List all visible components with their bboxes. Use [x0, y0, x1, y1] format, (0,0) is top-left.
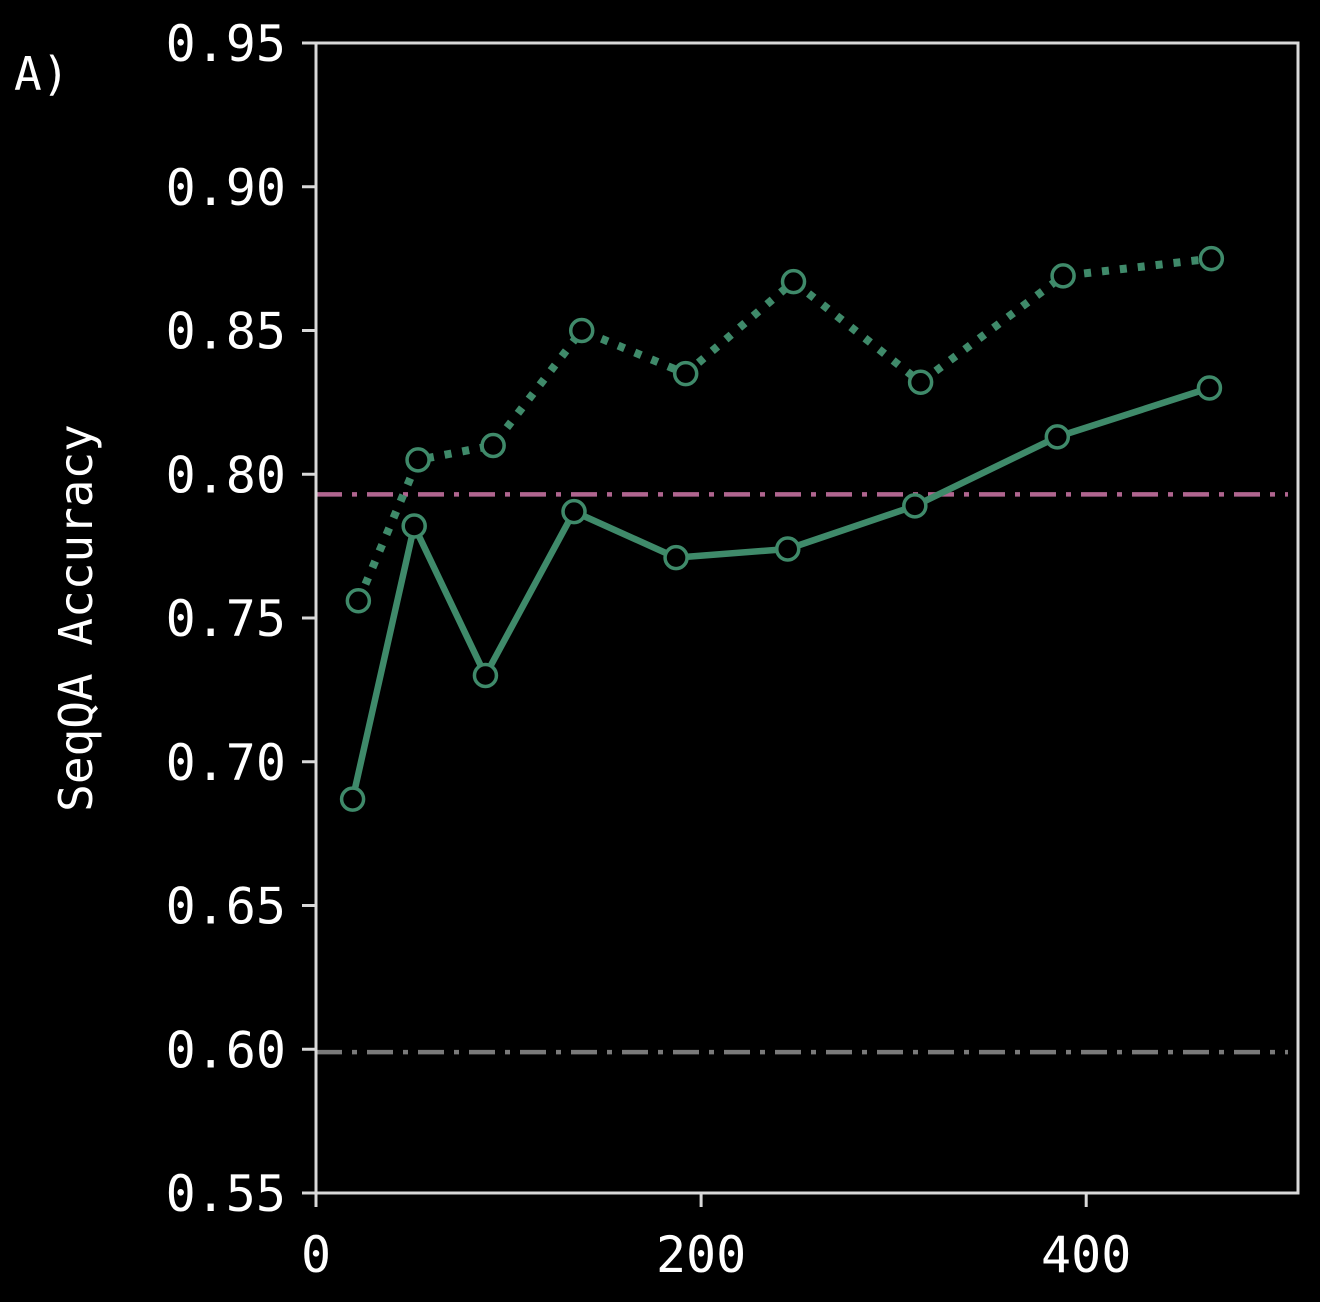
x-axis-ticks: 0 200 400: [301, 1193, 1131, 1284]
series-layer: [339, 245, 1225, 812]
series-2-point: [568, 317, 595, 344]
series-2-point: [780, 268, 807, 295]
series-1-point: [401, 513, 427, 539]
y-tick-label: 0.90: [166, 159, 286, 217]
series-2-point: [672, 360, 699, 387]
series-1-point: [339, 786, 366, 812]
x-tick-label: 200: [656, 1226, 746, 1284]
x-tick-label: 400: [1041, 1226, 1131, 1284]
series-1-point: [472, 662, 499, 689]
series-2-point: [480, 432, 506, 459]
series-1-point: [774, 536, 801, 562]
plot-frame: [314, 41, 1300, 1195]
y-tick-label: 0.75: [166, 590, 286, 648]
series-1-point: [1196, 375, 1223, 401]
series-2-point: [345, 588, 372, 614]
y-axis-ticks: 0.55 0.60 0.65 0.70 0.75 0.80 0.85 0.90 0.95: [166, 15, 316, 1223]
y-tick-label: 0.85: [166, 303, 286, 361]
reference-lines: [316, 492, 1288, 1055]
y-tick-label: 0.80: [166, 446, 286, 504]
y-axis-label: SeqQA Accuracy: [49, 424, 103, 812]
x-tick-label: 0: [301, 1226, 331, 1284]
y-tick-label: 0.55: [166, 1165, 286, 1223]
series-1-point: [561, 498, 587, 525]
y-tick-label: 0.95: [166, 15, 286, 73]
y-tick-label: 0.70: [166, 734, 286, 792]
y-tick-label: 0.65: [166, 878, 286, 936]
series-2-point: [405, 447, 431, 473]
series-2-point: [907, 369, 934, 395]
y-tick-label: 0.60: [166, 1021, 286, 1079]
series-2-point: [1198, 245, 1225, 272]
series-1-point: [663, 544, 689, 571]
series-1-point: [1044, 424, 1071, 450]
series-1-point: [902, 493, 928, 519]
panel-label: A): [14, 47, 69, 101]
series-2-point: [1050, 263, 1076, 289]
